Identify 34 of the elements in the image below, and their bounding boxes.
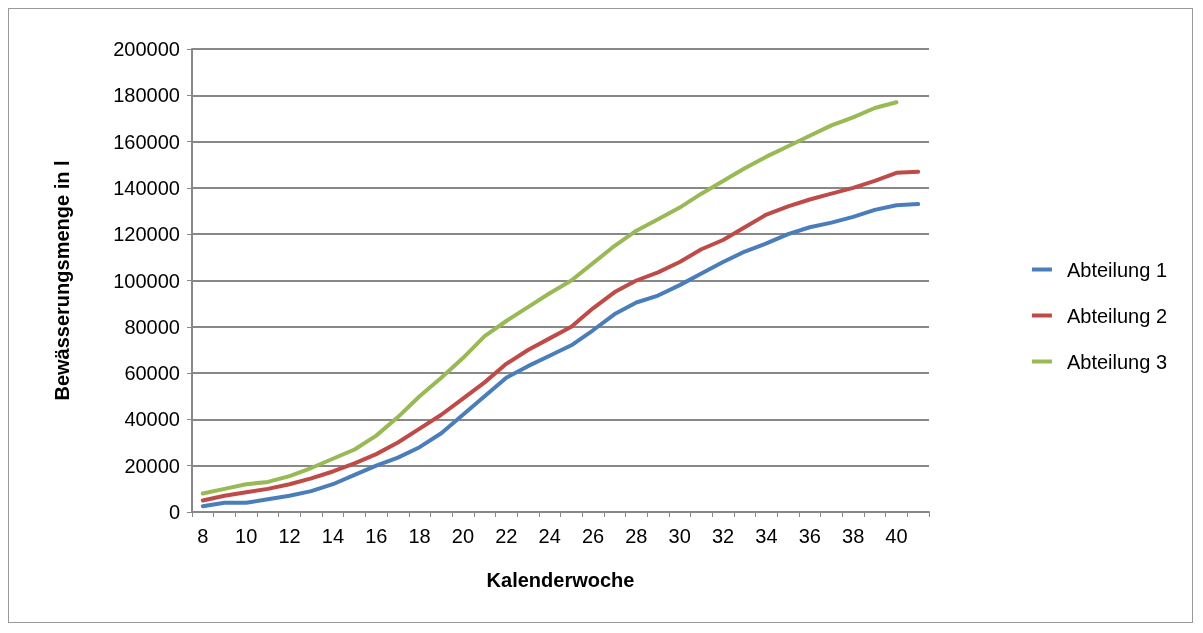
x-tick-label: 30 <box>668 525 691 547</box>
x-tick-label: 40 <box>885 525 908 547</box>
y-tick-label: 40000 <box>124 408 180 431</box>
x-tick-label: 26 <box>581 525 605 547</box>
x-tick-label: 34 <box>755 525 778 547</box>
x-tick-label: 32 <box>711 525 735 547</box>
x-tick-label: 22 <box>495 525 518 547</box>
y-tick-label: 120000 <box>113 223 180 246</box>
y-axis-title: Bewässerungsmenge in l <box>51 160 73 401</box>
legend-label: Abteilung 3 <box>1066 350 1167 373</box>
x-axis-title: Kalenderwoche <box>486 569 635 591</box>
x-tick-label: 20 <box>451 525 475 547</box>
x-tick-label: 28 <box>625 525 648 547</box>
x-tick-label: 12 <box>278 525 301 547</box>
legend-label: Abteilung 1 <box>1066 258 1167 281</box>
y-tick-label: 160000 <box>113 130 180 153</box>
y-tick-label: 20000 <box>124 454 180 477</box>
y-tick-label: 200000 <box>113 38 180 60</box>
y-tick-label: 0 <box>168 501 180 523</box>
y-tick-label: 80000 <box>124 315 180 338</box>
x-tick-label: 14 <box>321 525 345 547</box>
y-tick-label: 60000 <box>124 362 180 385</box>
x-tick-label: 8 <box>197 525 209 547</box>
x-tick-label: 38 <box>842 525 865 547</box>
x-tick-label: 16 <box>365 525 388 547</box>
legend-label: Abteilung 2 <box>1066 304 1167 327</box>
x-tick-label: 10 <box>235 525 258 547</box>
y-tick-label: 140000 <box>113 176 180 199</box>
y-tick-label: 100000 <box>113 269 180 292</box>
x-tick-label: 24 <box>538 525 561 547</box>
y-tick-label: 180000 <box>113 84 180 107</box>
x-tick-label: 36 <box>798 525 821 547</box>
x-tick-label: 18 <box>408 525 431 547</box>
line-series <box>200 100 899 496</box>
